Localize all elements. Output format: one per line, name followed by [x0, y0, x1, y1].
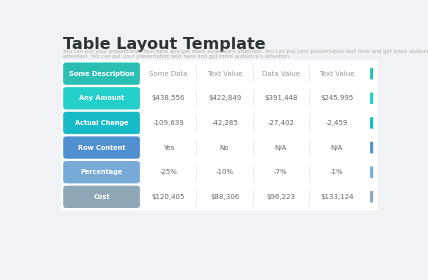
- FancyBboxPatch shape: [370, 191, 373, 203]
- Text: $120,405: $120,405: [152, 194, 185, 200]
- Text: Row Content: Row Content: [78, 144, 125, 151]
- FancyBboxPatch shape: [61, 60, 378, 87]
- FancyBboxPatch shape: [370, 142, 373, 153]
- FancyBboxPatch shape: [61, 183, 378, 210]
- Text: -1%: -1%: [330, 169, 344, 175]
- Text: -27,402: -27,402: [268, 120, 294, 126]
- Text: Some Data: Some Data: [149, 71, 187, 77]
- Text: Data Value: Data Value: [262, 71, 300, 77]
- Text: Some Description: Some Description: [69, 71, 134, 77]
- Text: N/A: N/A: [275, 144, 287, 151]
- FancyBboxPatch shape: [370, 117, 373, 129]
- FancyBboxPatch shape: [63, 186, 140, 208]
- Text: -109,639: -109,639: [152, 120, 184, 126]
- Text: You can put your presentation text here and get more audience's attention. You c: You can put your presentation text here …: [63, 49, 428, 54]
- FancyBboxPatch shape: [61, 159, 378, 186]
- Text: -7%: -7%: [274, 169, 288, 175]
- Text: $133,124: $133,124: [320, 194, 354, 200]
- Text: -25%: -25%: [160, 169, 177, 175]
- Text: $88,306: $88,306: [210, 194, 239, 200]
- FancyBboxPatch shape: [370, 68, 373, 80]
- FancyBboxPatch shape: [61, 134, 378, 161]
- Text: $422,849: $422,849: [208, 95, 241, 101]
- Text: N/A: N/A: [331, 144, 343, 151]
- FancyBboxPatch shape: [63, 112, 140, 134]
- FancyBboxPatch shape: [61, 109, 378, 136]
- FancyBboxPatch shape: [63, 136, 140, 159]
- Text: Any Amount: Any Amount: [79, 95, 124, 101]
- Text: $96,223: $96,223: [266, 194, 295, 200]
- FancyBboxPatch shape: [63, 62, 140, 85]
- Text: -10%: -10%: [216, 169, 234, 175]
- Text: $245,995: $245,995: [320, 95, 354, 101]
- Text: Text Value: Text Value: [207, 71, 242, 77]
- Text: $438,556: $438,556: [152, 95, 185, 101]
- FancyBboxPatch shape: [61, 85, 378, 112]
- Text: Text Value: Text Value: [319, 71, 355, 77]
- Text: attention. You can put your presentation text here and get more audience's atten: attention. You can put your presentation…: [63, 54, 291, 59]
- Text: -42,285: -42,285: [211, 120, 238, 126]
- FancyBboxPatch shape: [370, 166, 373, 178]
- Text: Cost: Cost: [93, 194, 110, 200]
- Text: Yes: Yes: [163, 144, 174, 151]
- FancyBboxPatch shape: [63, 161, 140, 183]
- Text: -2,459: -2,459: [326, 120, 348, 126]
- Text: No: No: [220, 144, 229, 151]
- Text: $391,448: $391,448: [264, 95, 297, 101]
- FancyBboxPatch shape: [370, 92, 373, 104]
- FancyBboxPatch shape: [63, 87, 140, 109]
- Text: Table Layout Template: Table Layout Template: [63, 38, 265, 52]
- Text: Percentage: Percentage: [80, 169, 123, 175]
- Text: Actual Change: Actual Change: [75, 120, 128, 126]
